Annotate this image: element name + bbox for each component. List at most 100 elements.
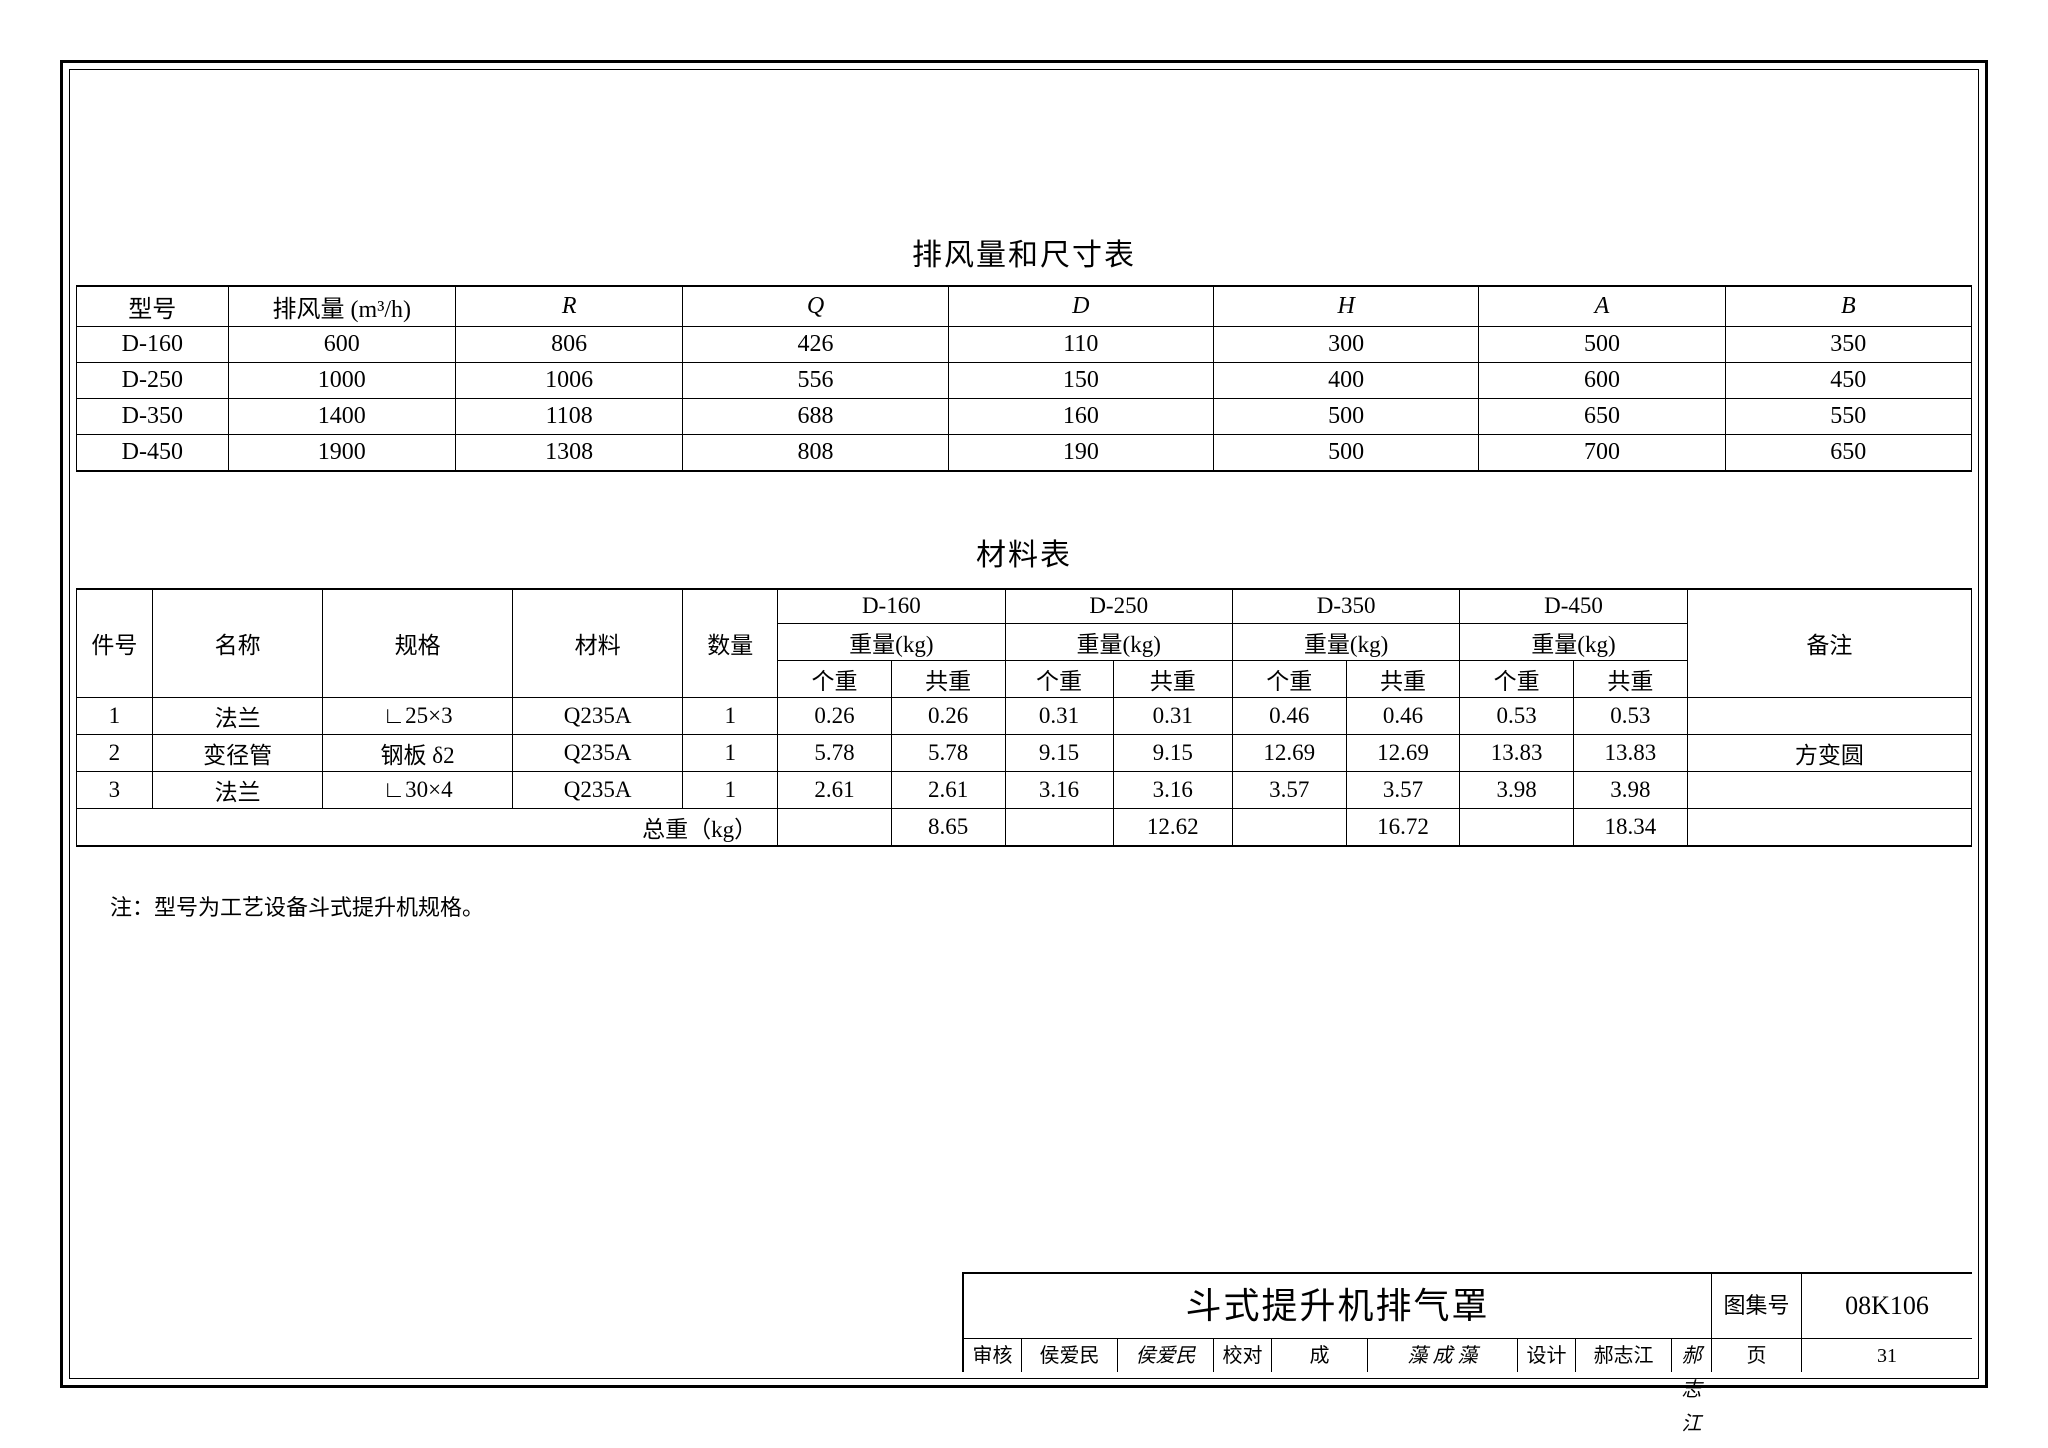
designer-name: 郝志江 — [1576, 1339, 1672, 1372]
totals-row: 总重（kg）8.6512.6216.7218.34 — [77, 808, 1972, 846]
table-cell: 300 — [1213, 327, 1478, 363]
t2-h-name: 名称 — [152, 589, 323, 697]
table-cell: 方变圆 — [1687, 734, 1971, 771]
total-value: 18.34 — [1573, 808, 1687, 846]
materials-table: 件号 名称 规格 材料 数量 D-160 D-250 D-350 D-450 备… — [76, 588, 1972, 847]
table-cell: 556 — [683, 363, 948, 399]
table-cell: 400 — [1213, 363, 1478, 399]
t2-h-u3: 个重 — [1460, 660, 1574, 697]
drawing-title: 斗式提升机排气罩 — [964, 1274, 1712, 1338]
table-cell — [778, 808, 892, 846]
table2-title: 材料表 — [70, 530, 1978, 574]
designer-signature: 郝志江 — [1672, 1339, 1712, 1372]
table-cell: 1900 — [228, 435, 455, 471]
table-cell: 426 — [683, 327, 948, 363]
table-cell: 0.46 — [1346, 697, 1460, 734]
t2-h-m2: D-350 — [1232, 589, 1459, 623]
set-number-label: 图集号 — [1712, 1274, 1802, 1338]
designer-label: 设计 — [1518, 1339, 1576, 1372]
t2-h-material: 材料 — [512, 589, 683, 697]
t2-h-u0: 个重 — [778, 660, 892, 697]
total-value: 12.62 — [1113, 808, 1232, 846]
table-cell: 150 — [948, 363, 1213, 399]
reviewer-label: 审核 — [964, 1339, 1022, 1372]
table-cell: 110 — [948, 327, 1213, 363]
table-cell: 1000 — [228, 363, 455, 399]
table-row: 2变径管钢板 δ2Q235A15.785.789.159.1512.6912.6… — [77, 734, 1972, 771]
checker-label: 校对 — [1214, 1339, 1272, 1372]
table-cell — [1687, 808, 1971, 846]
table1-h0: 型号 — [77, 286, 229, 327]
reviewer-signature: 侯爱民 — [1118, 1339, 1214, 1372]
table-cell: Q235A — [512, 771, 683, 808]
table-cell: 1400 — [228, 399, 455, 435]
table-cell: 688 — [683, 399, 948, 435]
table-cell: 12.69 — [1232, 734, 1346, 771]
table-cell: 0.53 — [1460, 697, 1574, 734]
t2-h-partno: 件号 — [77, 589, 153, 697]
reviewer-name: 侯爱民 — [1022, 1339, 1118, 1372]
drawing-frame-inner: 排风量和尺寸表 型号 排风量 (m³/h) R Q D H A B D-1606… — [69, 69, 1979, 1379]
table-cell: 350 — [1725, 327, 1971, 363]
table-cell: 2.61 — [891, 771, 1005, 808]
table1-h7: B — [1725, 286, 1971, 327]
table-cell — [1005, 808, 1113, 846]
set-number-value: 08K106 — [1802, 1274, 1972, 1338]
table1-h1: 排风量 (m³/h) — [228, 286, 455, 327]
table-cell: 5.78 — [891, 734, 1005, 771]
table-cell: 1 — [683, 771, 778, 808]
table-cell — [1687, 697, 1971, 734]
table2-header-row1: 件号 名称 规格 材料 数量 D-160 D-250 D-350 D-450 备… — [77, 589, 1972, 623]
t2-h-w1: 重量(kg) — [1005, 623, 1232, 660]
table-cell: 500 — [1213, 435, 1478, 471]
table-cell: 变径管 — [152, 734, 323, 771]
table-cell: D-160 — [77, 327, 229, 363]
table1-title: 排风量和尺寸表 — [70, 230, 1978, 274]
table-cell: 1 — [77, 697, 153, 734]
table-cell: 0.31 — [1113, 697, 1232, 734]
table-cell: 500 — [1213, 399, 1478, 435]
table-cell: 190 — [948, 435, 1213, 471]
total-value: 8.65 — [891, 808, 1005, 846]
table1-h2: R — [455, 286, 682, 327]
table-cell: 1006 — [455, 363, 682, 399]
t2-h-qty: 数量 — [683, 589, 778, 697]
t2-h-u2: 个重 — [1232, 660, 1346, 697]
dimensions-table: 型号 排风量 (m³/h) R Q D H A B D-160600806426… — [76, 285, 1972, 472]
t2-h-u1: 个重 — [1005, 660, 1113, 697]
table-cell: 5.78 — [778, 734, 892, 771]
table-cell: 3.57 — [1232, 771, 1346, 808]
t2-h-t1: 共重 — [1113, 660, 1232, 697]
table-cell: 700 — [1479, 435, 1725, 471]
table-cell: 法兰 — [152, 771, 323, 808]
table-cell: 450 — [1725, 363, 1971, 399]
t2-h-w3: 重量(kg) — [1460, 623, 1687, 660]
checker-signature: 藻 成 藻 — [1368, 1339, 1518, 1372]
table-cell — [1460, 808, 1574, 846]
table-cell: 2 — [77, 734, 153, 771]
t2-h-t0: 共重 — [891, 660, 1005, 697]
title-block-row2: 审核 侯爱民 侯爱民 校对 成 藻 成 藻 设计 郝志江 郝志江 页 31 — [964, 1338, 1972, 1372]
table-cell: 12.69 — [1346, 734, 1460, 771]
table-cell: 1308 — [455, 435, 682, 471]
table-cell: 500 — [1479, 327, 1725, 363]
table-cell: 3.98 — [1573, 771, 1687, 808]
drawing-frame-outer: 排风量和尺寸表 型号 排风量 (m³/h) R Q D H A B D-1606… — [60, 60, 1988, 1388]
table-cell: 法兰 — [152, 697, 323, 734]
table-row: D-25010001006556150400600450 — [77, 363, 1972, 399]
page-number: 31 — [1802, 1339, 1972, 1372]
table-cell: 806 — [455, 327, 682, 363]
t2-h-w0: 重量(kg) — [778, 623, 1005, 660]
table-cell — [1232, 808, 1346, 846]
table-cell: 13.83 — [1573, 734, 1687, 771]
table-cell: ∟30×4 — [323, 771, 513, 808]
table-cell: D-450 — [77, 435, 229, 471]
table-cell: 3.98 — [1460, 771, 1574, 808]
table-cell: 9.15 — [1005, 734, 1113, 771]
table-cell: 600 — [1479, 363, 1725, 399]
table-cell: 1 — [683, 734, 778, 771]
table-cell: 0.26 — [891, 697, 1005, 734]
table-cell: 0.31 — [1005, 697, 1113, 734]
table1-h4: D — [948, 286, 1213, 327]
table-cell: 3.16 — [1113, 771, 1232, 808]
